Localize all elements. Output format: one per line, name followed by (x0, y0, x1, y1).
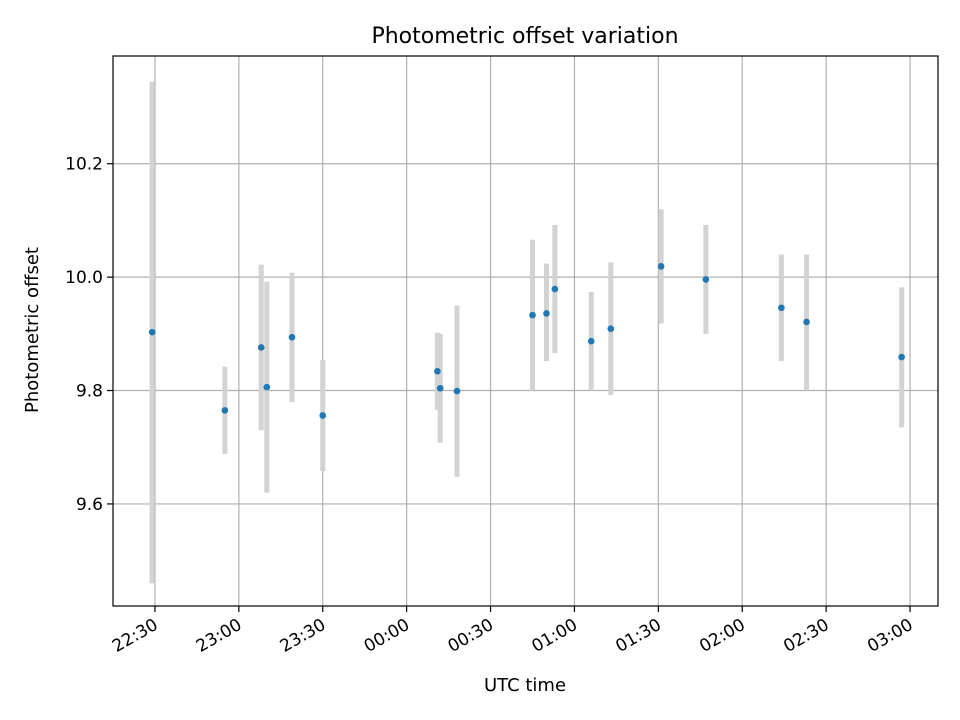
chart-title: Photometric offset variation (371, 24, 678, 49)
data-point (148, 328, 156, 336)
data-point (657, 263, 665, 270)
data-point (288, 333, 296, 341)
data-point (436, 384, 444, 392)
y-axis-label: Photometric offset (22, 247, 43, 413)
data-point (221, 407, 229, 414)
grid (113, 56, 938, 606)
data-point (543, 310, 550, 317)
y-tick-label: 10.0 (65, 268, 103, 288)
data-point (702, 276, 710, 283)
y-axis-ticks: 9.6 9.8 10.0 10.2 (65, 155, 113, 515)
data-point (778, 304, 785, 312)
data-point (263, 383, 271, 391)
data-point (257, 344, 265, 351)
y-tick-label: 9.8 (76, 382, 103, 402)
y-tick-label: 10.2 (65, 155, 103, 175)
data-point (587, 337, 595, 345)
data-point (551, 285, 559, 293)
data-point (319, 412, 327, 419)
x-axis-label: UTC time (484, 675, 566, 696)
y-tick-label: 9.6 (76, 495, 103, 515)
data-point (529, 311, 536, 319)
data-points (148, 263, 905, 419)
data-point (434, 367, 441, 375)
plot-frame (112, 55, 939, 607)
data-point (803, 318, 810, 326)
data-point (453, 387, 461, 395)
data-point (898, 353, 905, 361)
data-point (607, 325, 615, 333)
